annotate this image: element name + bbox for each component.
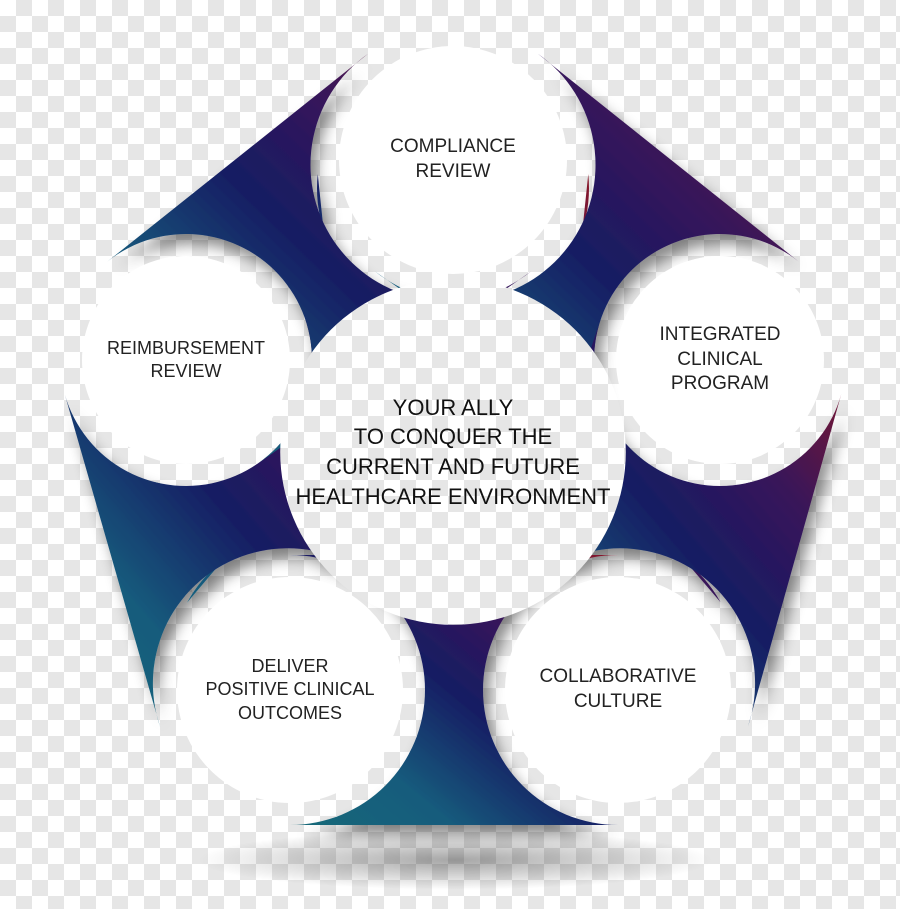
node-compliance: COMPLIANCEREVIEW [339,46,567,274]
node-integrated: INTEGRATEDCLINICALPROGRAM [616,256,824,464]
node-label: INTEGRATEDCLINICALPROGRAM [659,323,780,397]
node-label: COLLABORATIVECULTURE [540,665,697,714]
center-hub-text: YOUR ALLYTO CONQUER THECURRENT AND FUTUR… [296,393,611,512]
node-label: COMPLIANCEREVIEW [390,135,516,184]
node-collaborative: COLLABORATIVECULTURE [505,577,731,803]
node-label: DELIVERPOSITIVE CLINICALOUTCOMES [205,655,374,725]
infographic-canvas: YOUR ALLYTO CONQUER THECURRENT AND FUTUR… [0,0,900,909]
node-reimbursement: REIMBURSEMENTREVIEW [82,256,290,464]
node-label: REIMBURSEMENTREVIEW [107,337,265,384]
node-outcomes: DELIVERPOSITIVE CLINICALOUTCOMES [177,577,403,803]
